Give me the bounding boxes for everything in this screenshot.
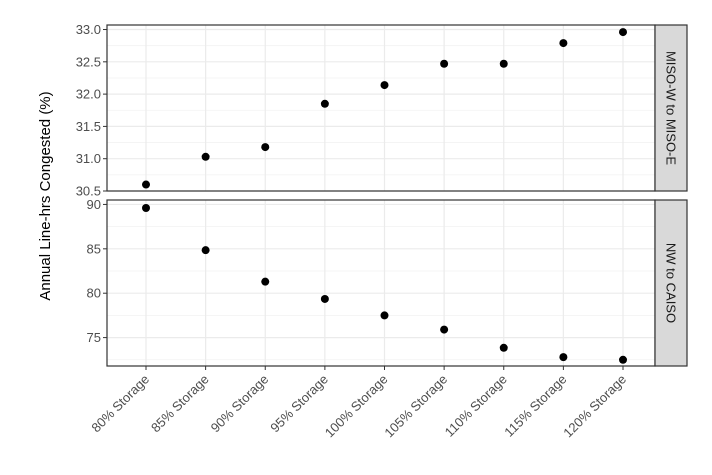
data-point — [142, 203, 150, 212]
y-tick-label: 30.5 — [76, 184, 101, 199]
data-point — [261, 277, 270, 286]
data-point — [499, 59, 508, 68]
facet-panel-1: 75 80 85 90 NW to CAISO — [87, 197, 688, 367]
panel-background — [107, 25, 655, 191]
data-point — [619, 28, 627, 37]
data-point — [499, 343, 508, 352]
data-point — [559, 39, 568, 48]
x-tick-label: 105% Storage — [381, 372, 450, 441]
y-tick-label: 32.0 — [76, 87, 101, 102]
x-tick-label: 80% Storage — [88, 372, 152, 436]
facet-panel-0: 30.5 31.0 31.5 32.0 32.5 33.0 MISO-W to MISO-E — [76, 22, 688, 199]
data-point — [201, 152, 210, 161]
data-point — [320, 99, 329, 108]
y-tick-label: 80 — [87, 286, 101, 301]
data-point — [142, 180, 150, 189]
facet-strip-label: NW to CAISO — [664, 243, 679, 323]
x-tick-label: 110% Storage — [442, 372, 510, 440]
x-tick-label: 90% Storage — [208, 372, 272, 436]
x-tick-label: 120% Storage — [560, 372, 629, 441]
data-point — [320, 294, 329, 303]
y-tick-label: 90 — [87, 197, 101, 212]
facet-strip-label: MISO-W to MISO-E — [664, 51, 679, 165]
data-point — [440, 59, 449, 68]
y-tick-label: 31.0 — [76, 151, 101, 166]
y-axis-title: Annual Line-hrs Congested (%) — [37, 91, 54, 300]
data-point — [619, 355, 627, 364]
facet-strip — [654, 199, 688, 367]
data-point — [380, 81, 389, 90]
y-tick-label: 32.5 — [76, 54, 101, 69]
data-point — [201, 246, 210, 255]
y-tick-label: 31.5 — [76, 119, 101, 134]
y-tick-label: 33.0 — [76, 22, 101, 37]
data-point — [380, 311, 389, 320]
y-tick-label: 75 — [87, 330, 101, 345]
data-point — [440, 325, 449, 334]
x-tick-label: 85% Storage — [148, 372, 212, 436]
facet-strip — [654, 24, 688, 192]
x-tick-label: 95% Storage — [267, 372, 331, 436]
panel-background — [107, 200, 655, 366]
y-tick-label: 85 — [87, 241, 101, 256]
data-point — [559, 353, 568, 362]
data-point — [261, 143, 270, 152]
